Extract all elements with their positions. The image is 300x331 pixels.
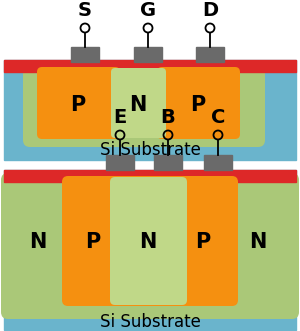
Text: S: S: [78, 1, 92, 20]
FancyBboxPatch shape: [1, 173, 299, 319]
Text: E: E: [113, 108, 127, 127]
Text: D: D: [202, 1, 218, 20]
Text: Si Substrate: Si Substrate: [100, 141, 200, 159]
Bar: [4, 60, 296, 72]
Bar: [196, 47, 224, 62]
Bar: [4, 170, 296, 182]
Bar: [204, 155, 232, 170]
Text: N: N: [139, 232, 157, 252]
Text: P: P: [85, 232, 100, 252]
Bar: [71, 47, 99, 62]
Text: P: P: [190, 95, 206, 115]
Text: N: N: [129, 95, 147, 115]
FancyBboxPatch shape: [37, 67, 120, 139]
Bar: [4, 170, 296, 330]
FancyBboxPatch shape: [23, 63, 265, 147]
Text: Si Substrate: Si Substrate: [100, 313, 200, 331]
Bar: [154, 155, 182, 170]
FancyBboxPatch shape: [110, 177, 187, 305]
Text: C: C: [211, 108, 225, 127]
Text: N: N: [29, 232, 47, 252]
Bar: [134, 47, 162, 62]
Text: P: P: [70, 95, 86, 115]
FancyBboxPatch shape: [157, 67, 240, 139]
Text: G: G: [140, 1, 156, 20]
FancyBboxPatch shape: [62, 176, 238, 306]
Text: N: N: [249, 232, 267, 252]
Bar: [4, 60, 296, 160]
Text: B: B: [160, 108, 175, 127]
Bar: [106, 155, 134, 170]
FancyBboxPatch shape: [111, 68, 166, 138]
Text: P: P: [195, 232, 211, 252]
